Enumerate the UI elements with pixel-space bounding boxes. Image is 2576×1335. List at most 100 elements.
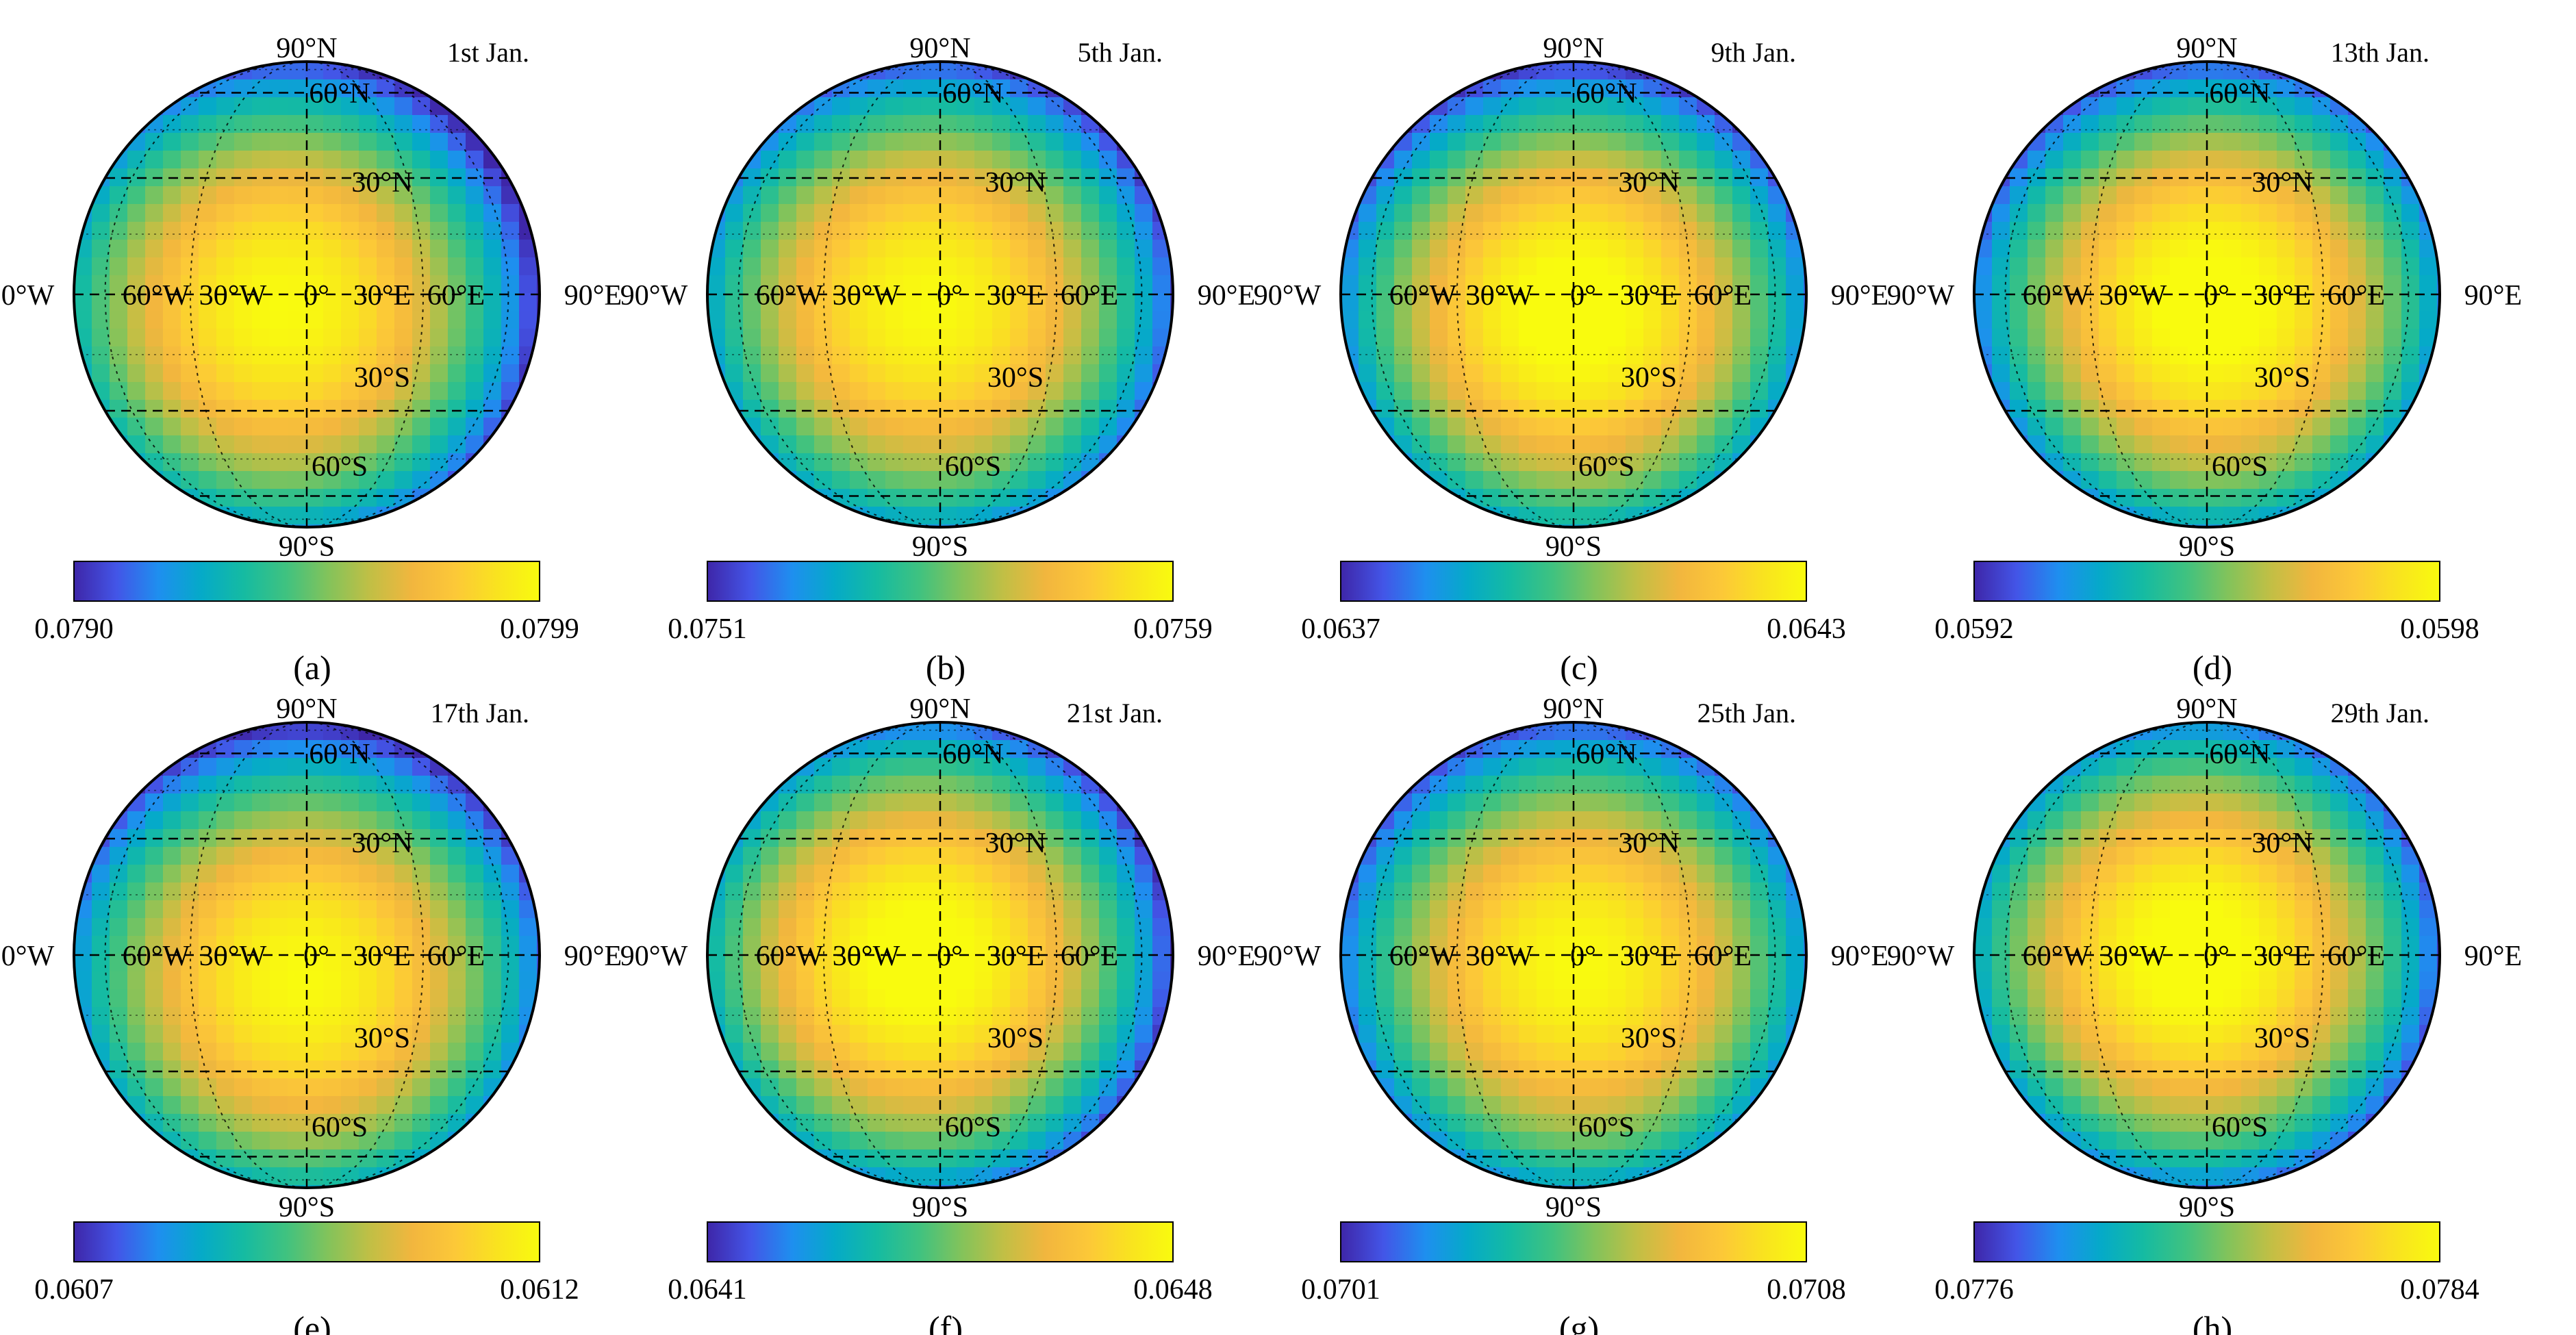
heatmap-cell <box>1554 62 1573 80</box>
heatmap-cell <box>779 240 797 258</box>
heatmap-cell <box>1117 346 1135 365</box>
heatmap-cell <box>814 989 833 1008</box>
heatmap-cell <box>1117 524 1135 527</box>
heatmap-cell <box>850 900 868 919</box>
heatmap-cell <box>1519 115 1537 134</box>
heatmap-cell <box>1135 971 1153 990</box>
heatmap-cell <box>761 989 779 1008</box>
heatmap-cell <box>992 79 1011 98</box>
heatmap-cell <box>1170 329 1173 347</box>
heatmap-cell <box>1341 97 1359 116</box>
heatmap-cell <box>1448 847 1466 865</box>
heatmap-cell <box>2117 524 2135 527</box>
heatmap-cell <box>903 971 922 990</box>
heatmap-cell <box>270 1096 288 1115</box>
heatmap-cell <box>466 847 484 865</box>
heatmap-cell <box>2045 79 2064 98</box>
heatmap-cell <box>2330 186 2349 205</box>
heatmap-cell <box>1046 989 1064 1008</box>
heatmap-cell <box>1768 758 1786 776</box>
heatmap-cell <box>2063 204 2082 222</box>
heatmap-cell <box>412 186 431 205</box>
heatmap-cell <box>359 435 377 454</box>
heatmap-cell <box>2170 329 2188 347</box>
heatmap-cell <box>92 471 110 490</box>
heatmap-cell <box>814 1096 833 1115</box>
heatmap-cell <box>1099 1096 1117 1115</box>
heatmap-cell <box>466 989 484 1008</box>
heatmap-cell <box>743 900 761 919</box>
heatmap-cell <box>2384 453 2402 472</box>
heatmap-cell <box>1170 507 1173 525</box>
heatmap-cell <box>1359 865 1377 883</box>
heatmap-cell <box>2010 471 2028 490</box>
heatmap-cell <box>2312 311 2331 329</box>
heatmap-cell <box>1554 776 1573 794</box>
heatmap-cell <box>483 1149 502 1168</box>
heatmap-cell <box>483 346 502 365</box>
heatmap-cell <box>359 186 377 205</box>
heatmap-cell <box>1768 793 1786 812</box>
heatmap-cell <box>92 115 110 134</box>
heatmap-cell <box>779 847 797 865</box>
heatmap-cell <box>1394 257 1413 276</box>
meridian-curve <box>190 62 424 527</box>
heatmap-cell <box>1412 435 1430 454</box>
heatmap-cell <box>2241 382 2260 400</box>
heatmap-cell <box>974 1025 993 1043</box>
heatmap-cell <box>2223 435 2242 454</box>
heatmap-cell <box>1081 240 1100 258</box>
heatmap-cell <box>868 240 886 258</box>
heatmap-cell <box>1992 79 2010 98</box>
heatmap-cell <box>2045 346 2064 365</box>
heatmap-cell <box>537 329 540 347</box>
heatmap-cell <box>74 1167 92 1186</box>
heatmap-cell <box>1519 346 1537 365</box>
heatmap-cell <box>448 1149 466 1168</box>
heatmap-cell <box>1152 524 1171 527</box>
heatmap-cell <box>394 1060 413 1079</box>
heatmap-cell <box>305 776 324 794</box>
heatmap-cell <box>868 79 886 98</box>
heatmap-cell <box>939 1167 957 1186</box>
heatmap-cell <box>1081 311 1100 329</box>
heatmap-cell <box>796 1114 815 1132</box>
heatmap-cell <box>2117 364 2135 383</box>
heatmap-cell <box>939 204 957 222</box>
heatmap-cell <box>885 971 904 990</box>
heatmap-cell <box>412 865 431 883</box>
heatmap-cell <box>1170 471 1173 490</box>
heatmap-cell <box>377 900 395 919</box>
heatmap-cell <box>992 900 1011 919</box>
heatmap-cell <box>850 489 868 507</box>
heatmap-cell <box>939 776 957 794</box>
heatmap-cell <box>110 1185 128 1188</box>
heatmap-cell <box>92 954 110 972</box>
heatmap-cell <box>2188 79 2206 98</box>
heatmap-cell <box>1152 507 1171 525</box>
heatmap-cell <box>1715 489 1733 507</box>
heatmap-cell <box>2366 240 2384 258</box>
heatmap-cell <box>74 1185 92 1188</box>
heatmap-cell <box>1697 79 1715 98</box>
heatmap-cell <box>377 1060 395 1079</box>
heatmap-cell <box>957 740 975 759</box>
heatmap-cell <box>2223 364 2242 383</box>
heatmap-cell <box>832 776 850 794</box>
heatmap-cell <box>832 97 850 116</box>
heatmap-cell <box>181 186 199 205</box>
heatmap-cell <box>743 971 761 990</box>
heatmap-cell <box>1170 1185 1173 1188</box>
heatmap-cell <box>323 79 342 98</box>
heatmap-cell <box>1572 311 1591 329</box>
heatmap-cell <box>519 1132 538 1150</box>
heatmap-cell <box>181 1043 199 1061</box>
heatmap-cell <box>234 936 253 954</box>
heatmap-cell <box>519 453 538 472</box>
heatmap-cell <box>1715 329 1733 347</box>
heatmap-cell <box>743 311 761 329</box>
heatmap-cell <box>74 62 92 80</box>
heatmap-cell <box>377 740 395 759</box>
heatmap-cell <box>2028 186 2046 205</box>
heatmap-cell <box>519 507 538 525</box>
